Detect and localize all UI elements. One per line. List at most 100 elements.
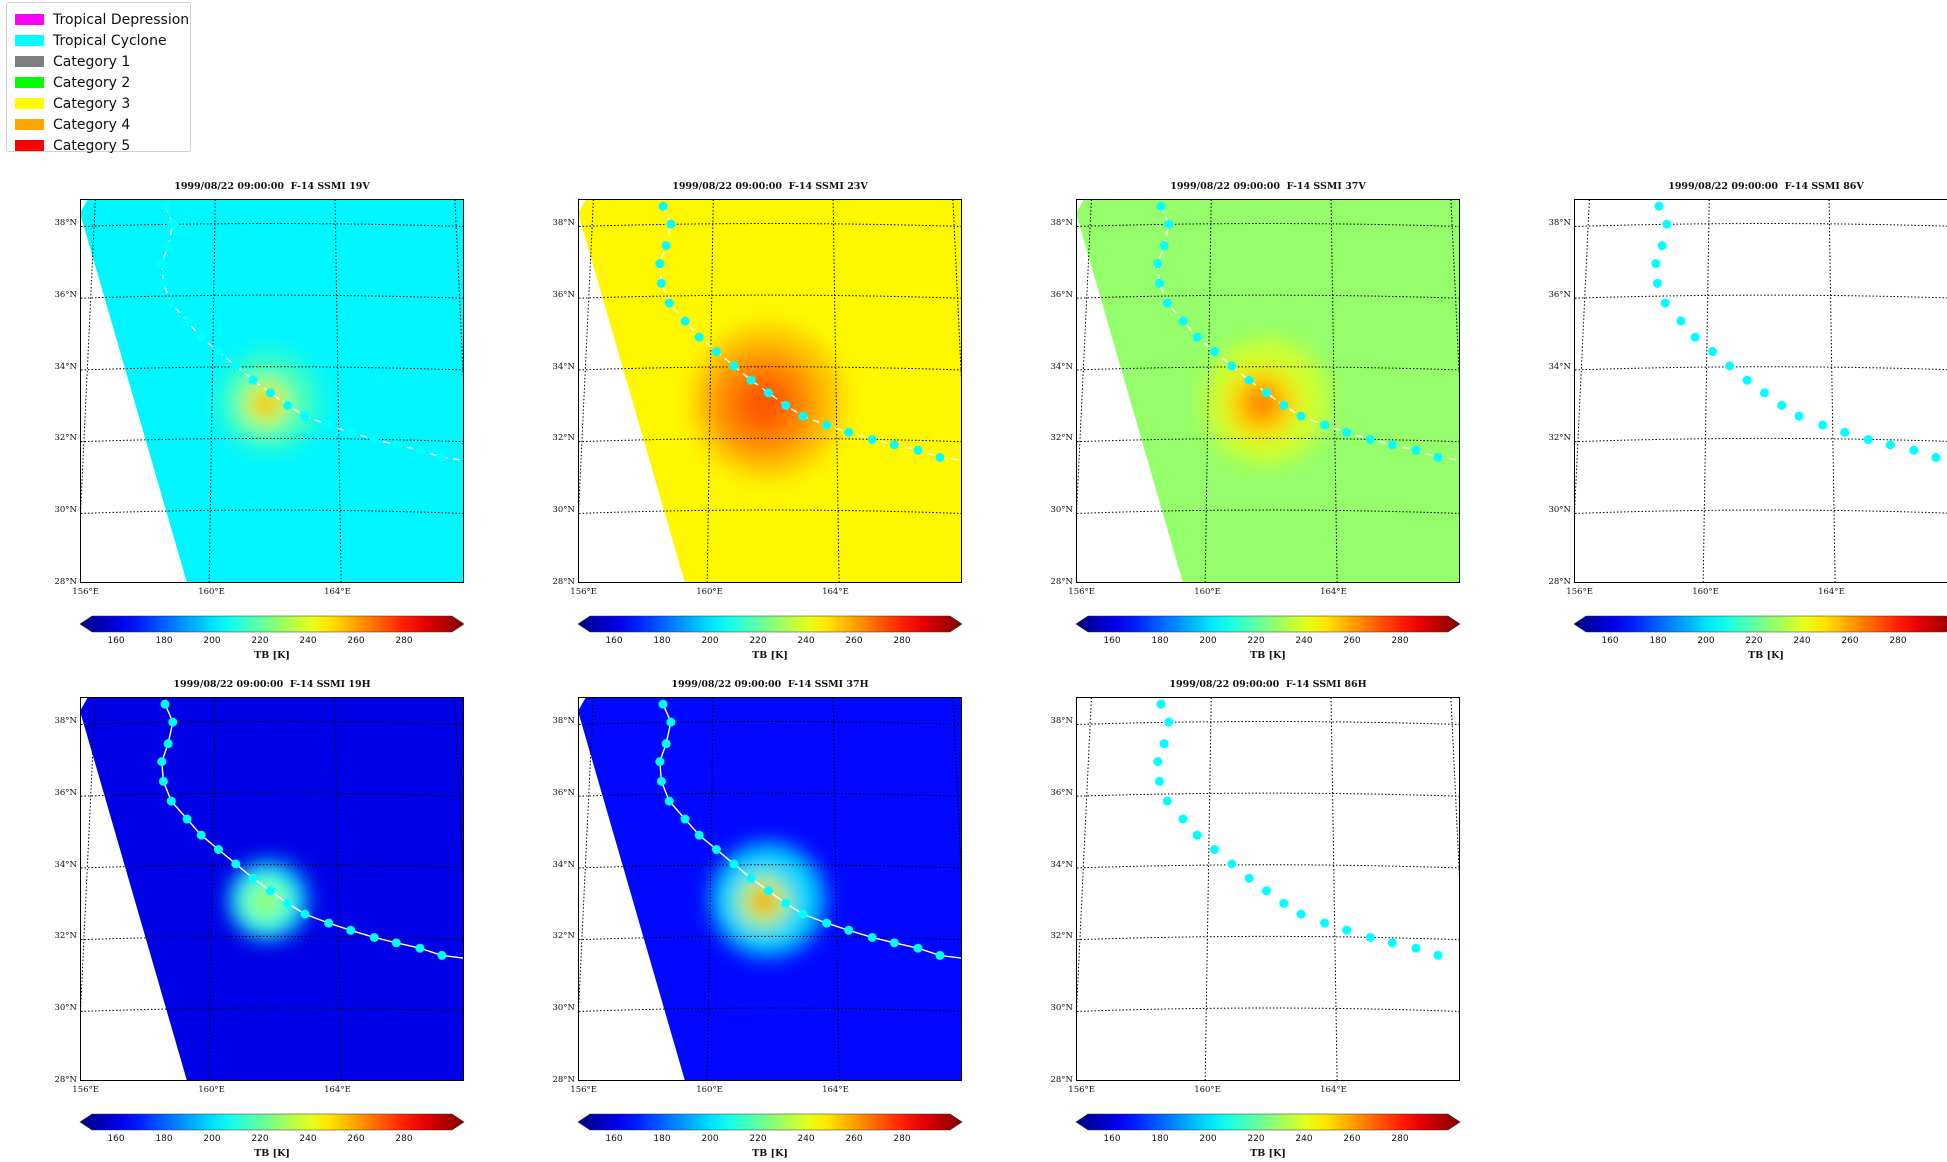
latitude-label: 28°N: [1050, 577, 1073, 587]
legend-label: Category 1: [53, 53, 131, 70]
longitude-label: 156°E: [72, 587, 99, 597]
colorbar: [577, 615, 963, 633]
legend-swatch: [15, 119, 44, 130]
colorbar: [1573, 615, 1947, 633]
track-point: [1244, 375, 1254, 385]
colorbar-tick-label: 200: [1199, 1134, 1217, 1144]
panel-title: 1999/08/22 09:00:00 F-14 SSMI 86H: [1169, 679, 1367, 690]
latitude-label: 30°N: [1050, 505, 1073, 516]
track-point: [658, 201, 668, 211]
track-point: [1651, 259, 1661, 269]
colorbar-tick-label: 220: [1247, 1134, 1265, 1144]
track-point: [1279, 898, 1289, 908]
colorbar-tick-label: 260: [1343, 636, 1361, 646]
colorbar-tick-label: 240: [797, 636, 815, 646]
longitude-label: 160°E: [696, 1085, 723, 1095]
track-point: [913, 445, 923, 455]
colorbar-tick-label: 280: [893, 1134, 911, 1144]
colorbar-tick-label: 280: [395, 636, 413, 646]
track-point: [265, 388, 275, 398]
track-point: [844, 427, 854, 437]
colorbar-tick-label: 200: [203, 1134, 221, 1144]
longitude-label: 164°E: [1320, 587, 1347, 597]
longitude-label: 164°E: [1818, 587, 1845, 597]
latitude-label: 30°N: [552, 505, 575, 516]
legend-label: Category 5: [53, 137, 131, 154]
track-point: [324, 420, 334, 430]
track-point: [729, 859, 739, 869]
track-point: [666, 717, 676, 727]
track-point: [1227, 361, 1237, 371]
graticule: [1076, 697, 1460, 1081]
colorbar-tick-label: 200: [701, 636, 719, 646]
track-point: [369, 434, 379, 444]
track-point: [798, 909, 808, 919]
colorbar-tick-label: 260: [347, 1134, 365, 1144]
storm-track-line: [161, 205, 464, 461]
track-point: [437, 950, 447, 960]
satellite-map: [1574, 199, 1947, 583]
colorbar-tick-label: 280: [893, 636, 911, 646]
track-point: [1840, 427, 1850, 437]
track-point: [300, 411, 310, 421]
track-point: [166, 796, 176, 806]
graticule: [1574, 199, 1947, 583]
colorbar-tick-label: 160: [1103, 1134, 1121, 1144]
storm-track-points: [1153, 699, 1443, 960]
track-point: [1209, 347, 1219, 357]
latitude-label: 32°N: [552, 433, 575, 444]
graticule: [80, 199, 464, 583]
track-point: [746, 873, 756, 883]
track-point: [666, 219, 676, 229]
latitude-label: 38°N: [54, 218, 77, 229]
track-point: [415, 943, 425, 953]
legend-swatch: [15, 77, 44, 88]
satellite-map: [578, 697, 962, 1081]
colorbar-tick-label: 160: [605, 1134, 623, 1144]
longitude-label: 164°E: [324, 587, 351, 597]
storm-track-points: [157, 699, 447, 960]
colorbar-tick-label: 200: [1199, 636, 1217, 646]
track-point: [1153, 259, 1163, 269]
track-point: [1759, 388, 1769, 398]
track-point: [391, 440, 401, 450]
latitude-label: 34°N: [1548, 361, 1571, 372]
colorbar-axis-label: TB [K]: [752, 650, 788, 661]
track-point: [1707, 347, 1717, 357]
longitude-label: 164°E: [324, 1085, 351, 1095]
latitude-label: 28°N: [54, 1075, 77, 1085]
latitude-label: 38°N: [1050, 716, 1073, 727]
track-point: [822, 918, 832, 928]
latitude-label: 30°N: [54, 505, 77, 516]
track-point: [763, 388, 773, 398]
colorbar-tick-label: 180: [155, 1134, 173, 1144]
colorbar-tick-label: 160: [605, 636, 623, 646]
latitude-label: 34°N: [54, 361, 77, 372]
legend-item: Category 3: [15, 93, 182, 114]
track-point: [1411, 943, 1421, 953]
track-point: [158, 776, 168, 786]
legend-item: Category 4: [15, 114, 182, 135]
track-point: [1818, 420, 1828, 430]
graticule: [80, 697, 464, 1081]
latitude-label: 36°N: [552, 787, 575, 798]
latitude-label: 32°N: [54, 931, 77, 942]
legend-swatch: [15, 140, 44, 151]
track-point: [415, 445, 425, 455]
track-point: [1320, 420, 1330, 430]
colorbar-axis-label: TB [K]: [254, 650, 290, 661]
longitude-label: 164°E: [822, 587, 849, 597]
storm-track-points: [1651, 201, 1941, 462]
track-point: [163, 241, 173, 251]
track-point: [1365, 932, 1375, 942]
track-point: [265, 886, 275, 896]
track-point: [1156, 699, 1166, 709]
track-point: [661, 739, 671, 749]
colorbar-axis-label: TB [K]: [1748, 650, 1784, 661]
track-point: [346, 427, 356, 437]
colorbar-tick-label: 240: [1793, 636, 1811, 646]
track-point: [1261, 388, 1271, 398]
track-point: [1654, 201, 1664, 211]
track-point: [369, 932, 379, 942]
longitude-label: 164°E: [822, 1085, 849, 1095]
